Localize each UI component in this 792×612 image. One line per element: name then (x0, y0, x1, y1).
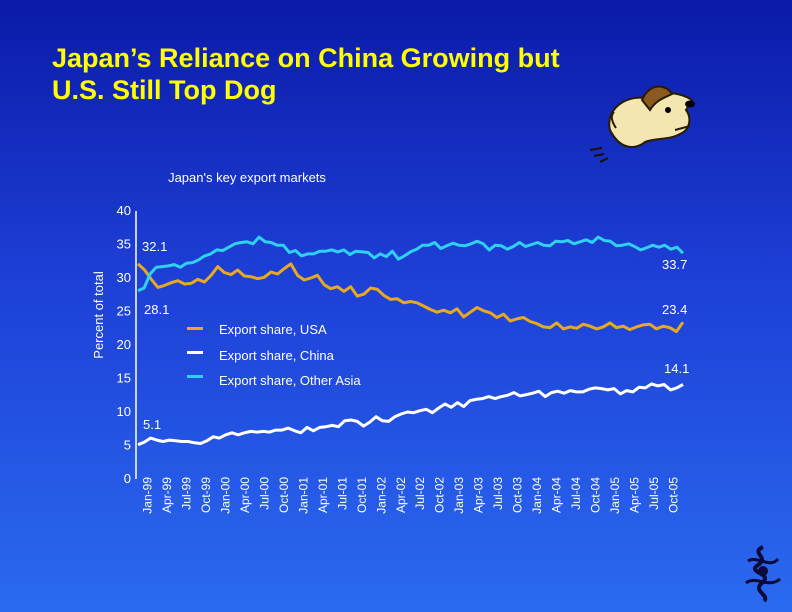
x-tick-label: Apr-02 (394, 477, 408, 513)
x-tick-label: Jul-01 (335, 477, 349, 510)
series-line-china (137, 382, 684, 447)
x-tick-label: Apr-01 (316, 477, 330, 513)
x-tick-label: Oct-01 (355, 477, 369, 513)
x-tick-label: Jan-00 (219, 477, 233, 514)
y-tick-label: 0 (124, 471, 131, 486)
x-tick-label: Jul-04 (569, 477, 583, 510)
x-tick-label: Jan-01 (296, 477, 310, 514)
series-group (136, 235, 685, 447)
series-line-other-asia (137, 235, 685, 293)
y-tick-label: 30 (117, 270, 131, 285)
label-china-start: 5.1 (143, 417, 161, 432)
x-tick-label: Oct-04 (588, 477, 602, 513)
x-tick-label: Oct-03 (511, 477, 525, 513)
y-axis-label: Percent of total (91, 271, 106, 359)
x-tick-label: Jan-04 (530, 477, 544, 514)
y-tick-label: 5 (124, 438, 131, 453)
y-tick-label: 40 (117, 203, 131, 218)
x-tick-label: Oct-02 (433, 477, 447, 513)
y-tick-group: 0 5 10 15 20 25 30 35 40 (117, 203, 131, 486)
legend-label-usa: Export share, USA (219, 322, 327, 337)
series-line-usa (136, 262, 685, 334)
x-tick-label: Jul-02 (413, 477, 427, 510)
label-china-end: 14.1 (664, 361, 689, 376)
chart-title: Japan's key export markets (168, 170, 326, 185)
x-tick-label: Jan-05 (608, 477, 622, 514)
label-other-asia-start: 28.1 (144, 302, 169, 317)
legend-swatch-other-asia (187, 375, 203, 378)
legend-swatch-usa (187, 327, 203, 330)
x-tick-label: Apr-99 (160, 477, 174, 513)
dog-mascot-icon (589, 85, 695, 163)
x-tick-label: Apr-04 (549, 477, 563, 513)
x-tick-label: Jul-00 (258, 477, 272, 510)
corner-logo-icon (745, 545, 781, 603)
x-tick-label: Jul-05 (647, 477, 661, 510)
x-tick-label: Apr-03 (472, 477, 486, 513)
y-tick-label: 25 (117, 304, 131, 319)
x-tick-group: Jan-99 Apr-99 Jul-99 Oct-99 Jan-00 Apr-00 Jul-… (141, 477, 681, 514)
y-tick-label: 10 (117, 404, 131, 419)
x-tick-label: Jan-03 (452, 477, 466, 514)
x-tick-label: Jul-99 (180, 477, 194, 510)
x-tick-label: Apr-00 (238, 477, 252, 513)
legend-label-china: Export share, China (219, 348, 335, 363)
y-tick-label: 15 (117, 371, 131, 386)
label-usa-end: 23.4 (662, 302, 687, 317)
y-tick-label: 20 (117, 337, 131, 352)
data-labels: 32.1 33.7 28.1 23.4 5.1 14.1 (142, 239, 689, 432)
x-tick-label: Oct-00 (277, 477, 291, 513)
legend-label-other-asia: Export share, Other Asia (219, 373, 361, 388)
label-other-asia-end: 33.7 (662, 257, 687, 272)
x-tick-label: Apr-05 (627, 477, 641, 513)
label-usa-start: 32.1 (142, 239, 167, 254)
x-tick-label: Oct-99 (199, 477, 213, 513)
x-tick-label: Oct-05 (666, 477, 680, 513)
slide-title: Japan’s Reliance on China Growing but U.… (52, 43, 560, 106)
y-tick-label: 35 (117, 237, 131, 252)
x-tick-label: Jan-02 (374, 477, 388, 514)
x-tick-label: Jul-03 (491, 477, 505, 510)
x-tick-label: Jan-99 (141, 477, 155, 514)
legend-swatch-china (187, 351, 203, 354)
legend: Export share, USA Export share, China Ex… (187, 322, 361, 388)
